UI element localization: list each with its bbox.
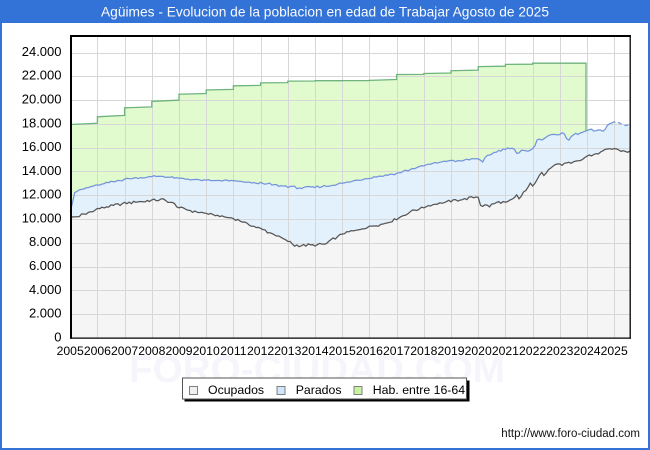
svg-text:24.000: 24.000: [22, 44, 62, 59]
svg-text:2011: 2011: [220, 344, 246, 358]
svg-text:4.000: 4.000: [29, 282, 62, 297]
svg-text:2015: 2015: [329, 344, 356, 358]
svg-text:2019: 2019: [437, 344, 464, 358]
svg-text:16.000: 16.000: [22, 139, 62, 154]
svg-text:2013: 2013: [274, 344, 301, 358]
svg-text:2021: 2021: [492, 344, 519, 358]
svg-text:2007: 2007: [111, 344, 138, 358]
svg-text:Hab. entre 16-64: Hab. entre 16-64: [373, 383, 465, 397]
svg-text:22.000: 22.000: [22, 68, 62, 83]
svg-text:6.000: 6.000: [29, 258, 62, 273]
svg-text:2005: 2005: [57, 344, 84, 358]
svg-text:14.000: 14.000: [22, 163, 62, 178]
svg-text:8.000: 8.000: [29, 234, 62, 249]
svg-text:0: 0: [54, 329, 61, 344]
svg-text:Agüimes - Evolucion de la pobl: Agüimes - Evolucion de la poblacion en e…: [101, 5, 549, 20]
svg-text:Ocupados: Ocupados: [208, 383, 264, 397]
svg-text:20.000: 20.000: [22, 92, 62, 107]
svg-text:2008: 2008: [138, 344, 165, 358]
svg-text:2009: 2009: [165, 344, 192, 358]
svg-text:2016: 2016: [356, 344, 383, 358]
svg-text:2022: 2022: [519, 344, 546, 358]
svg-text:2012: 2012: [247, 344, 274, 358]
svg-text:http://www.foro-ciudad.com: http://www.foro-ciudad.com: [501, 428, 640, 440]
svg-text:2024: 2024: [573, 344, 600, 358]
svg-text:2017: 2017: [383, 344, 410, 358]
svg-text:2.000: 2.000: [29, 306, 62, 321]
svg-text:2018: 2018: [410, 344, 437, 358]
svg-text:2014: 2014: [301, 344, 328, 358]
svg-text:Parados: Parados: [296, 383, 342, 397]
svg-text:2006: 2006: [84, 344, 111, 358]
svg-text:2010: 2010: [193, 344, 220, 358]
svg-text:2020: 2020: [465, 344, 492, 358]
svg-text:2025: 2025: [601, 344, 628, 358]
svg-text:12.000: 12.000: [22, 187, 62, 202]
svg-text:10.000: 10.000: [22, 211, 62, 226]
svg-text:2023: 2023: [546, 344, 573, 358]
svg-text:18.000: 18.000: [22, 115, 62, 130]
